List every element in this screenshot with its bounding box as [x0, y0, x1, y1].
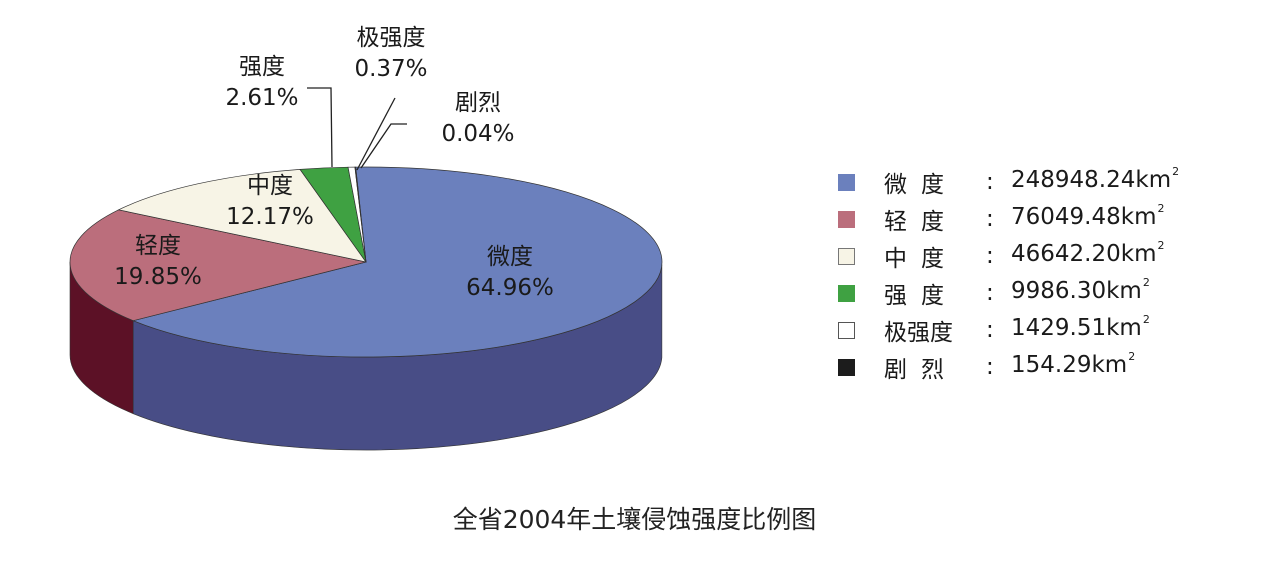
legend-colon: :	[986, 354, 994, 380]
legend-colon: :	[986, 280, 994, 306]
slice-label-4: 极强度	[357, 25, 426, 51]
legend-item: 中度:46642.20km2	[838, 239, 1238, 276]
legend-colon: :	[986, 206, 994, 232]
pie-slice-1	[69, 209, 367, 322]
legend-colon: :	[986, 169, 994, 195]
pie-slice-5	[354, 166, 367, 263]
legend-label: 极强度	[884, 320, 953, 346]
legend-item: 剧烈:154.29km2	[838, 350, 1238, 387]
legend-swatch	[838, 322, 855, 339]
legend-value: 46642.20km2	[1011, 239, 1165, 267]
leader-line-3	[307, 87, 333, 168]
chart-title: 全省2004年土壤侵蚀强度比例图	[452, 505, 817, 534]
legend-label: 强度	[884, 283, 958, 309]
slice-percent-5: 0.04%	[441, 121, 514, 147]
legend-label: 轻度	[884, 209, 958, 235]
slice-label-0: 微度	[487, 244, 533, 270]
slice-label-2: 中度	[247, 173, 293, 199]
legend-value: 1429.51km2	[1011, 313, 1150, 341]
slice-percent-0: 64.96%	[466, 275, 554, 301]
legend-colon: :	[986, 317, 994, 343]
slice-label-3: 强度	[239, 54, 285, 80]
slice-percent-2: 12.17%	[226, 204, 314, 230]
legend-value: 9986.30km2	[1011, 276, 1150, 304]
legend-value: 154.29km2	[1011, 350, 1136, 378]
legend-swatch	[838, 211, 855, 228]
pie-slice-0	[132, 166, 663, 358]
legend-swatch	[838, 174, 855, 191]
legend-item: 强度:9986.30km2	[838, 276, 1238, 313]
leader-line-4	[356, 97, 396, 171]
slice-label-1: 轻度	[135, 233, 181, 259]
legend-colon: :	[986, 243, 994, 269]
slice-percent-1: 19.85%	[114, 264, 202, 290]
slice-percent-3: 2.61%	[225, 85, 298, 111]
legend-item: 微度:248948.24km2	[838, 165, 1238, 202]
legend-value: 248948.24km2	[1011, 165, 1180, 193]
legend-label: 中度	[884, 246, 958, 272]
legend-item: 极强度:1429.51km2	[838, 313, 1238, 350]
legend-label: 微度	[884, 172, 958, 198]
legend-value: 76049.48km2	[1011, 202, 1165, 230]
leader-line-5	[360, 123, 407, 169]
legend-swatch	[838, 285, 855, 302]
legend-swatch	[838, 248, 855, 265]
legend: 微度:248948.24km2 轻度:76049.48km2 中度:46642.20…	[838, 165, 1238, 387]
slice-percent-4: 0.37%	[354, 56, 427, 82]
legend-swatch	[838, 359, 855, 376]
legend-item: 轻度:76049.48km2	[838, 202, 1238, 239]
slice-label-5: 剧烈	[455, 90, 501, 116]
legend-label: 剧烈	[884, 357, 958, 383]
pie-slice-2	[117, 169, 367, 263]
